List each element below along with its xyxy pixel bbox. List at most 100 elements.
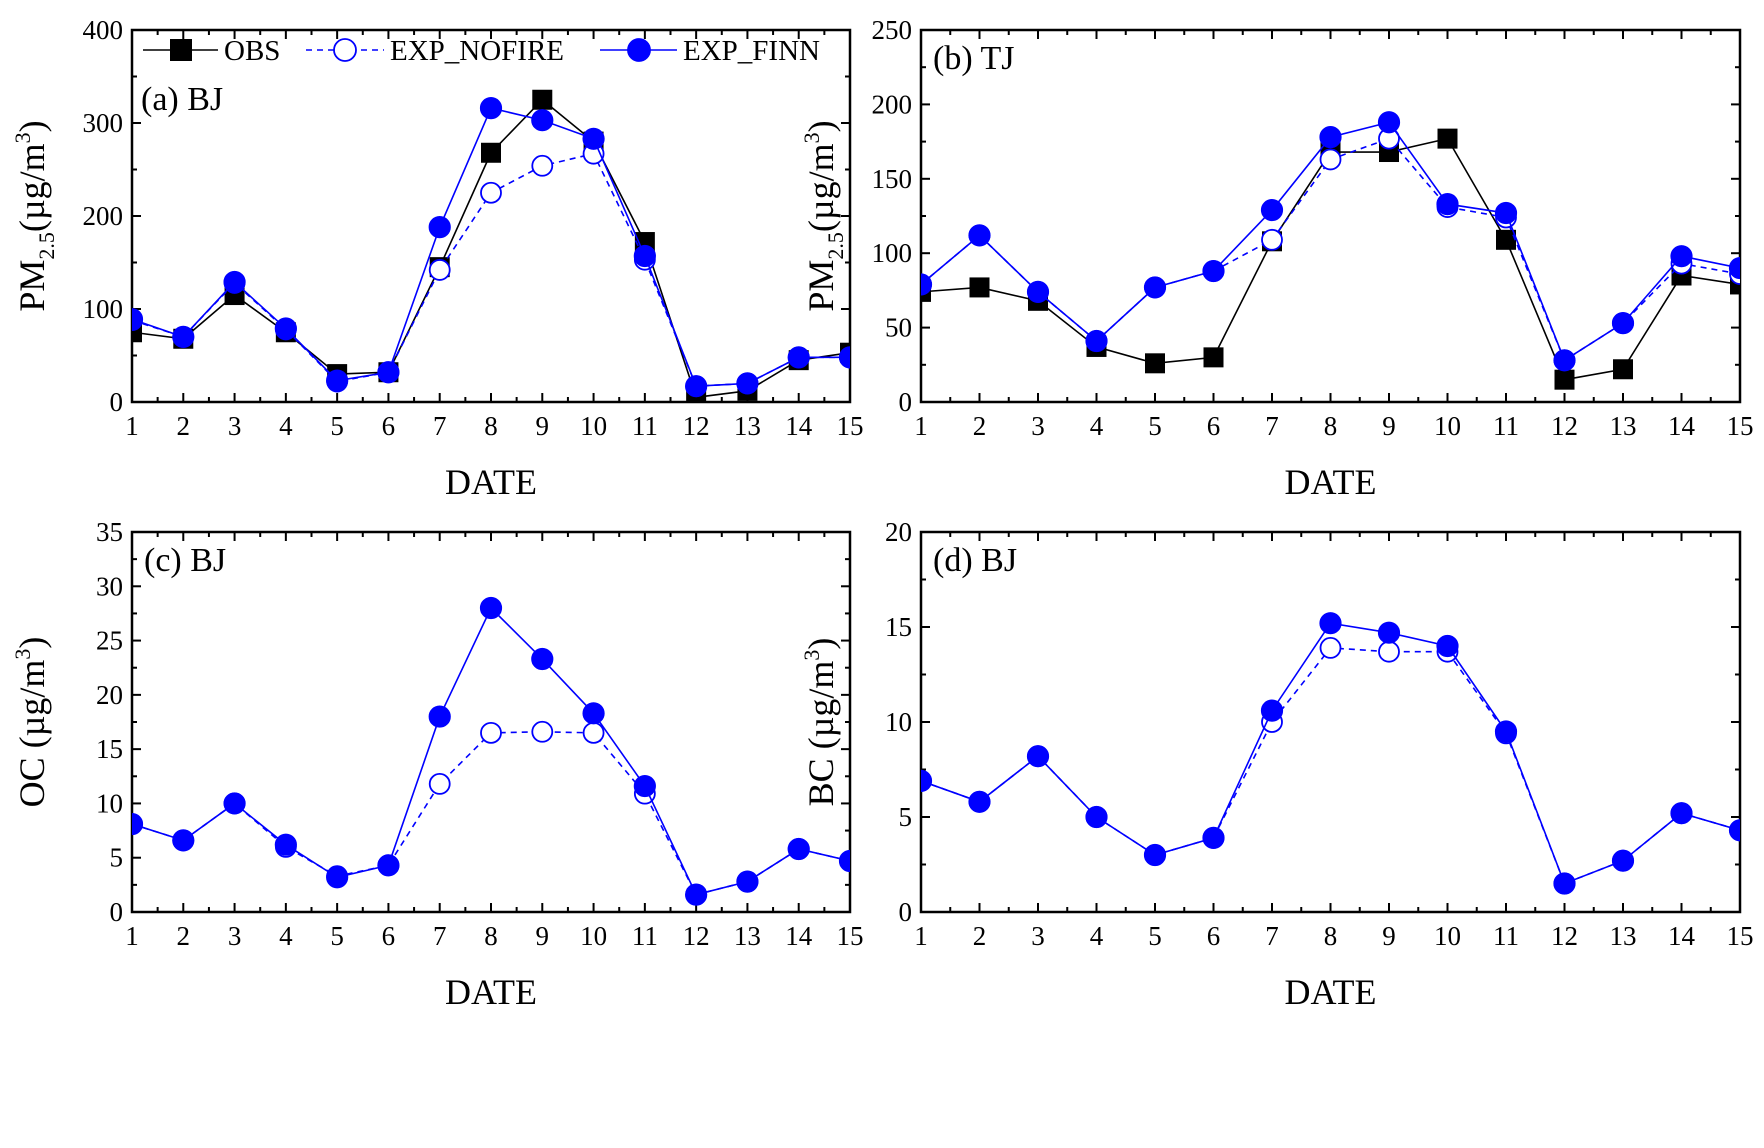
x-tick-label: 6 — [1207, 921, 1221, 951]
point-finn — [1377, 621, 1401, 644]
point-nofire — [1378, 640, 1400, 663]
point-finn — [1494, 201, 1518, 225]
legend-finn-marker — [627, 38, 651, 62]
x-tick-label: 15 — [1727, 411, 1754, 441]
x-tick-label: 8 — [1324, 921, 1338, 951]
point-nofire — [531, 720, 554, 743]
x-tick-label: 2 — [973, 411, 987, 441]
point-finn — [223, 792, 246, 815]
x-tick-label: 14 — [785, 921, 813, 951]
x-tick-label: 6 — [1207, 411, 1221, 441]
point-finn — [968, 790, 991, 813]
point-finn — [787, 837, 810, 861]
y-tick-label: 15 — [96, 734, 123, 764]
point-nofire — [531, 154, 554, 177]
y-title-sup: 3 — [10, 132, 35, 143]
x-tick-label: 7 — [1265, 411, 1279, 441]
point-finn — [685, 375, 708, 398]
point-finn — [736, 372, 759, 395]
point-finn — [1143, 843, 1167, 867]
y-title-sup: 3 — [799, 132, 824, 143]
point-obs — [1730, 274, 1740, 295]
x-tick-label: 6 — [382, 921, 396, 951]
point-finn — [736, 870, 759, 893]
point-finn — [1494, 720, 1518, 743]
y-tick-label: 250 — [872, 15, 913, 45]
y-title-unit: (µg/m — [801, 143, 841, 232]
point-finn — [1260, 699, 1284, 722]
y-tick-label: 5 — [110, 843, 124, 873]
point-nofire — [1319, 148, 1342, 171]
point-finn — [1319, 126, 1342, 149]
point-nofire — [1261, 228, 1283, 251]
point-finn — [1143, 276, 1167, 299]
x-tick-label: 12 — [1551, 921, 1578, 951]
y-axis-title: BC (µg/m3) — [799, 638, 841, 807]
point-finn — [377, 361, 400, 384]
point-finn — [1085, 329, 1108, 353]
panel-label: (b) TJ — [933, 40, 1015, 77]
x-tick-label: 13 — [1610, 921, 1637, 951]
x-tick-label: 15 — [837, 921, 864, 951]
point-finn — [1611, 312, 1635, 335]
y-title-close: ) — [801, 638, 841, 650]
y-title-unit: (µg/m — [12, 660, 52, 758]
point-finn — [1728, 256, 1740, 280]
point-finn — [479, 596, 503, 620]
x-tick-label: 9 — [1382, 921, 1396, 951]
point-finn — [479, 97, 503, 120]
y-tick-label: 0 — [899, 897, 913, 927]
point-obs — [1203, 347, 1224, 368]
panel-label: (d) BJ — [933, 542, 1017, 579]
point-obs — [1437, 128, 1458, 149]
x-tick-label: 13 — [1610, 411, 1637, 441]
x-tick-label: 4 — [279, 921, 293, 951]
point-finn — [274, 317, 297, 340]
y-tick-label: 300 — [83, 108, 124, 138]
y-tick-label: 10 — [96, 788, 123, 818]
point-nofire — [1319, 637, 1342, 659]
x-tick-label: 7 — [433, 411, 447, 441]
point-finn — [1436, 634, 1459, 658]
series-line-obs — [921, 137, 1740, 381]
x-tick-label: 14 — [785, 411, 813, 441]
y-title-sub: 2.5 — [823, 232, 848, 260]
point-finn — [1026, 745, 1050, 768]
y-title-main: PM — [12, 260, 52, 312]
series-group — [132, 596, 850, 906]
x-tick-label: 11 — [1493, 411, 1519, 441]
y-tick-label: 200 — [83, 201, 124, 231]
legend: OBS EXP_NOFIRE EXP_FINN — [143, 35, 820, 67]
y-tick-label: 0 — [899, 387, 913, 417]
point-finn — [968, 224, 991, 247]
y-tick-label: 150 — [872, 164, 913, 194]
point-nofire — [582, 721, 605, 744]
x-axis-title: DATE — [445, 972, 537, 1012]
legend-obs-label: OBS — [224, 35, 280, 67]
point-finn — [1260, 198, 1284, 222]
x-tick-label: 7 — [433, 921, 447, 951]
panel-b: 1 2 3 4 5 6 7 8 9 10 11 12 13 14 15050100150200250DATE… — [799, 15, 1754, 502]
x-tick-label: 11 — [632, 411, 658, 441]
x-tick-label: 3 — [1031, 921, 1045, 951]
y-tick-label: 35 — [96, 517, 123, 547]
y-tick-label: 20 — [885, 517, 912, 547]
x-tick-label: 1 — [914, 921, 928, 951]
x-tick-label: 12 — [683, 411, 710, 441]
point-finn — [787, 346, 810, 369]
x-tick-label: 9 — [1382, 411, 1396, 441]
x-tick-label: 5 — [330, 411, 344, 441]
x-tick-label: 15 — [1727, 921, 1754, 951]
y-tick-label: 0 — [110, 387, 124, 417]
point-finn — [1611, 849, 1635, 872]
point-finn — [326, 369, 349, 392]
y-tick-label: 200 — [872, 89, 913, 119]
point-finn — [921, 273, 933, 296]
point-finn — [223, 270, 246, 294]
series-line-nofire — [921, 647, 1740, 885]
point-finn — [582, 127, 605, 150]
y-tick-label: 400 — [83, 15, 124, 45]
y-tick-label: 5 — [899, 802, 913, 832]
x-tick-label: 4 — [279, 411, 293, 441]
x-tick-label: 1 — [125, 411, 139, 441]
